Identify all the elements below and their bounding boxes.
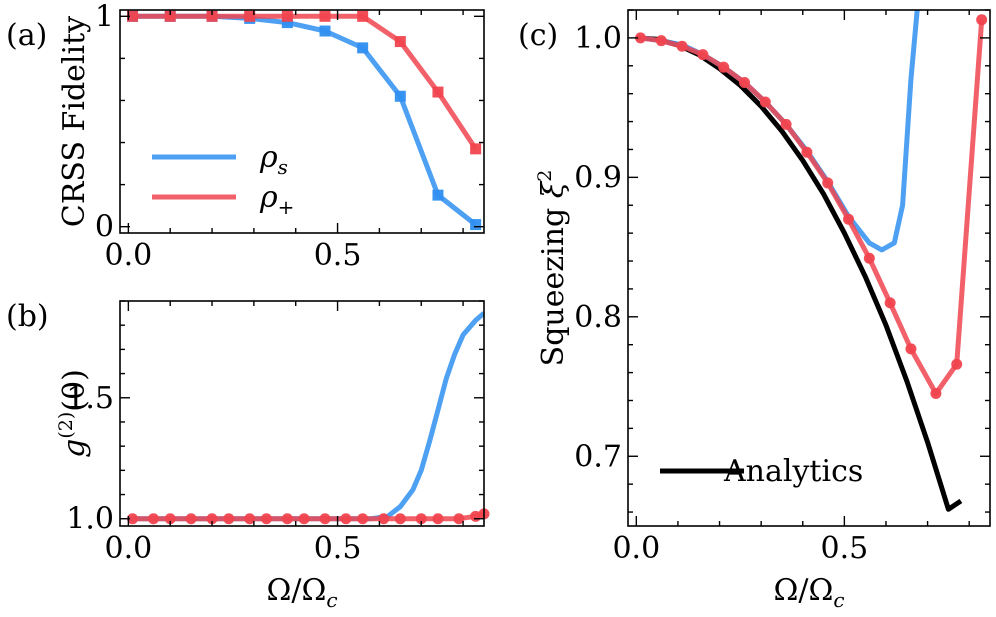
data-point-rho_plus <box>884 297 896 309</box>
y-tick-label: 1 <box>95 0 114 34</box>
y-axis-title: Squeezing ξ2 <box>534 170 571 367</box>
y-tick-label: 0.9 <box>574 160 622 195</box>
data-point-rho_plus <box>863 252 875 264</box>
plot-frame <box>119 9 485 234</box>
data-point-rho_plus <box>378 513 390 525</box>
data-point-rho_plus <box>164 513 176 525</box>
series-line-rho_s <box>132 13 478 227</box>
data-point-rho_plus <box>930 388 942 400</box>
data-point-rho_plus <box>281 513 293 525</box>
data-point-rho_plus <box>470 143 482 155</box>
data-point-rho_plus <box>976 14 988 26</box>
data-point-rho_plus <box>394 513 406 525</box>
data-point-rho_s <box>394 90 406 102</box>
plot-frame <box>119 300 485 527</box>
y-tick-label: 0 <box>95 210 114 245</box>
panel-a: 0.0 0.5 0 1 (a) CRSS Fidelity ρsρ+ <box>6 0 485 273</box>
data-point-rho_plus <box>739 77 751 89</box>
data-point-rho_plus <box>164 10 176 22</box>
data-point-rho_plus <box>951 358 963 370</box>
data-point-rho_plus <box>223 513 235 525</box>
x-tick-label: 0.5 <box>314 531 362 566</box>
data-point-rho_plus <box>260 513 272 525</box>
legend-label: ρs <box>259 140 288 179</box>
data-point-rho_plus <box>415 513 427 525</box>
data-point-rho_plus <box>676 40 688 52</box>
data-point-rho_plus <box>185 513 197 525</box>
x-tick-label: 0.0 <box>105 238 153 273</box>
legend-label: ρ+ <box>259 180 294 219</box>
x-axis-title: Ω/Ωc <box>773 573 844 612</box>
series-line-rho_s <box>128 311 484 522</box>
data-point-rho_plus <box>244 513 256 525</box>
data-point-rho_plus <box>319 513 331 525</box>
data-point-rho_plus <box>357 10 369 22</box>
x-tick-label: 0.0 <box>105 531 153 566</box>
data-point-rho_plus <box>453 513 465 525</box>
data-point-rho_plus <box>843 213 855 225</box>
data-point-rho_plus <box>127 513 139 525</box>
x-tick-label: 0.0 <box>612 531 660 566</box>
data-point-rho_plus <box>319 10 331 22</box>
x-tick-label: 0.5 <box>821 531 869 566</box>
data-point-rho_plus <box>357 513 369 525</box>
y-tick-label: 1.0 <box>574 21 622 56</box>
data-point-rho_plus <box>394 36 406 48</box>
data-point-rho_s <box>281 17 293 29</box>
y-tick-label: 1.0 <box>66 502 114 537</box>
data-point-rho_s <box>319 25 331 37</box>
data-point-rho_plus <box>298 513 310 525</box>
data-point-rho_plus <box>281 10 293 22</box>
panel-label: (c) <box>518 18 558 53</box>
x-tick-label: 0.5 <box>314 238 362 273</box>
series-line-rho_plus <box>132 13 478 151</box>
data-point-rho_plus <box>244 10 256 22</box>
data-point-rho_s <box>357 42 369 54</box>
panel-label: (b) <box>6 299 49 334</box>
legend-label: Analytics <box>723 454 863 489</box>
data-point-rho_plus <box>905 343 917 355</box>
data-point-rho_plus <box>822 177 834 189</box>
data-point-rho_plus <box>718 61 730 73</box>
data-point-rho_plus <box>655 35 667 47</box>
data-point-rho_plus <box>759 96 771 108</box>
y-axis-title: g(2)(0) <box>55 369 92 458</box>
data-point-rho_plus <box>206 513 218 525</box>
y-tick-label: 0.7 <box>574 439 622 474</box>
data-point-rho_plus <box>780 118 792 130</box>
data-point-rho_plus <box>432 513 444 525</box>
series-line-analytics <box>636 35 963 512</box>
data-point-rho_plus <box>340 513 352 525</box>
data-point-rho_s <box>470 219 482 231</box>
data-point-rho_s <box>432 189 444 201</box>
x-axis-title: Ω/Ωc <box>266 573 337 612</box>
data-point-rho_plus <box>801 146 813 158</box>
data-point-rho_plus <box>697 49 709 61</box>
y-tick-label: 0.8 <box>574 300 622 335</box>
data-point-rho_plus <box>634 32 646 44</box>
plot-frame <box>627 9 991 527</box>
series-line-rho_plus <box>640 19 985 396</box>
data-point-rho_plus <box>147 513 159 525</box>
panel-c: 0.0 0.5 0.7 0.8 0.9 1.0 (c) Squeezing ξ2 Ω/Ωc Ana… <box>518 9 991 612</box>
data-point-rho_plus <box>206 10 218 22</box>
data-point-rho_plus <box>432 86 444 98</box>
panel-b: 0.0 0.5 1.0 1.5 (b)g(2)(0) Ω/Ωc <box>6 299 490 612</box>
data-point-rho_plus <box>127 10 139 22</box>
y-axis-title: CRSS Fidelity <box>57 16 92 227</box>
y-tick-label: 1.5 <box>66 381 114 416</box>
panel-label: (a) <box>6 18 47 53</box>
